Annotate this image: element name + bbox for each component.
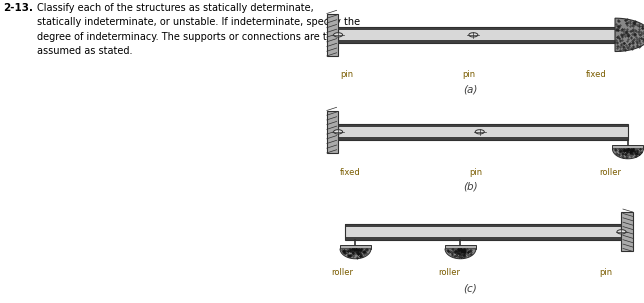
Bar (338, 137, 628, 140)
Bar (338, 124, 628, 127)
Bar (327, 111, 338, 153)
Text: pin: pin (599, 268, 612, 277)
Bar (338, 40, 615, 43)
Bar (612, 145, 643, 149)
Circle shape (617, 230, 626, 234)
Text: 2-13.: 2-13. (3, 3, 33, 13)
Bar (338, 124, 628, 140)
Text: (a): (a) (463, 85, 477, 95)
Bar (327, 14, 338, 56)
Text: fixed: fixed (340, 168, 361, 177)
Bar (445, 245, 476, 249)
Bar (621, 212, 633, 251)
Polygon shape (612, 149, 643, 159)
Text: (c): (c) (463, 283, 477, 293)
Bar (340, 245, 371, 249)
Polygon shape (445, 249, 476, 259)
Circle shape (469, 33, 478, 37)
Text: roller: roller (599, 168, 621, 177)
Circle shape (334, 130, 343, 134)
Text: roller: roller (332, 268, 354, 277)
Polygon shape (340, 249, 371, 259)
Text: fixed: fixed (586, 70, 607, 79)
Bar (345, 224, 621, 240)
Text: (b): (b) (463, 182, 477, 192)
Bar (338, 124, 628, 140)
Bar (338, 27, 615, 43)
Polygon shape (615, 18, 644, 52)
Bar (345, 237, 621, 240)
Text: pin: pin (340, 70, 353, 79)
Circle shape (334, 33, 343, 37)
Bar (345, 224, 621, 227)
Text: pin: pin (462, 70, 475, 79)
Text: pin: pin (469, 168, 482, 177)
Text: Classify each of the structures as statically determinate,
statically indetermin: Classify each of the structures as stati… (37, 3, 361, 56)
Bar (338, 27, 615, 43)
Circle shape (475, 130, 484, 134)
Bar (338, 27, 615, 30)
Bar (345, 224, 621, 240)
Text: roller: roller (438, 268, 460, 277)
